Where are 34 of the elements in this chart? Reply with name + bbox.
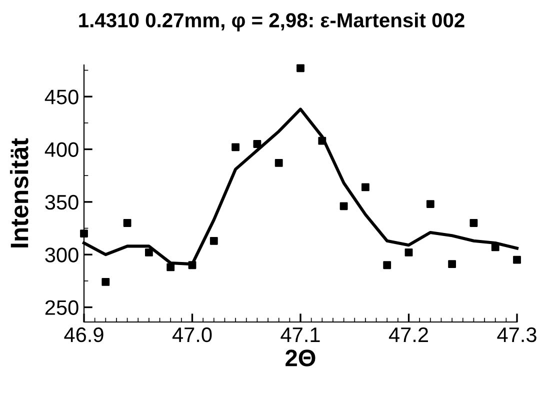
x-tick-label: 47.1 bbox=[280, 328, 320, 342]
x-tick-label: 47.2 bbox=[388, 327, 428, 342]
point bbox=[340, 202, 348, 210]
point bbox=[188, 261, 196, 270]
point bbox=[274, 159, 283, 167]
point bbox=[123, 219, 132, 227]
point bbox=[102, 278, 110, 286]
y-tick-label: 350 bbox=[45, 194, 78, 210]
point bbox=[210, 236, 218, 245]
point bbox=[253, 140, 262, 148]
x-tick-label: 46.9 bbox=[64, 327, 104, 342]
point bbox=[470, 219, 478, 227]
x-tick-label: 47.0 bbox=[172, 327, 212, 342]
y-tick-label: 400 bbox=[44, 142, 78, 158]
point bbox=[318, 136, 326, 145]
point bbox=[404, 248, 413, 256]
point bbox=[383, 261, 392, 270]
point bbox=[448, 260, 456, 268]
y-axis-title: Intensität bbox=[10, 138, 28, 248]
x-tick-label: 47.3 bbox=[497, 327, 536, 342]
y-tick-label: 450 bbox=[44, 90, 78, 104]
x-axis-title: 2Θ bbox=[286, 350, 316, 366]
point bbox=[491, 243, 500, 252]
point bbox=[513, 256, 521, 264]
point bbox=[145, 248, 153, 256]
chart-title: 1.4310 0.27mm, φ = 2,98: ε-Martensit 002 bbox=[79, 12, 464, 32]
point bbox=[166, 263, 175, 272]
point bbox=[296, 64, 304, 72]
point bbox=[362, 183, 370, 192]
point bbox=[80, 230, 88, 238]
point bbox=[426, 200, 434, 208]
y-tick-label: 300 bbox=[45, 248, 78, 262]
y-tick-label: 250 bbox=[45, 300, 78, 316]
point bbox=[232, 143, 240, 152]
